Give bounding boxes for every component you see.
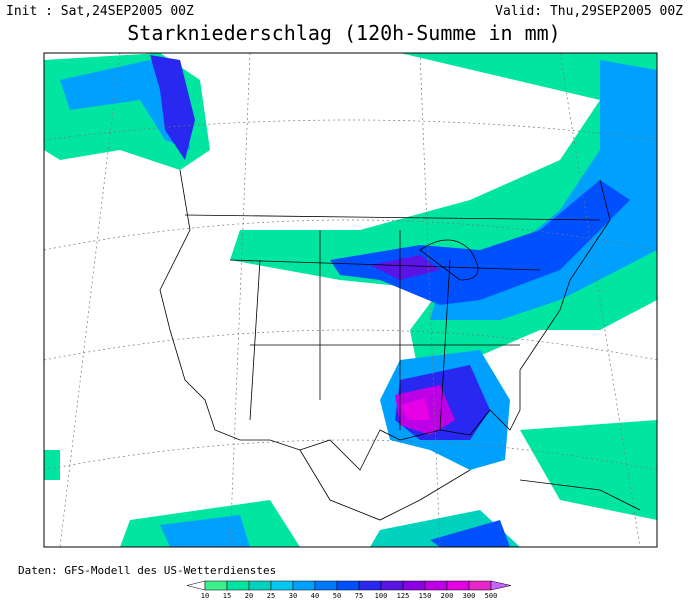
- legend-label: 150: [419, 592, 432, 600]
- legend-label: 500: [485, 592, 498, 600]
- legend-label: 15: [223, 592, 231, 600]
- init-time: Init : Sat,24SEP2005 00Z: [6, 4, 194, 19]
- legend-swatch: [336, 580, 360, 591]
- legend-label: 30: [289, 592, 297, 600]
- legend-label: 25: [267, 592, 275, 600]
- legend-label: 300: [463, 592, 476, 600]
- legend-label: 200: [441, 592, 454, 600]
- precipitation: [44, 53, 657, 547]
- legend-swatch: [402, 580, 426, 591]
- legend-swatch: [226, 580, 250, 591]
- legend-label: 20: [245, 592, 253, 600]
- footer: Daten: GFS-Modell des US-Wetterdienstes: [18, 564, 276, 577]
- legend-end: [490, 580, 512, 591]
- title: Starkniederschlag (120h-Summe in mm): [127, 21, 560, 45]
- coastlines: [159, 169, 641, 521]
- legend-swatch: [204, 580, 228, 591]
- legend-swatch: [424, 580, 448, 591]
- map-frame: [43, 52, 658, 548]
- legend-start: [186, 580, 206, 591]
- legend-swatch: [468, 580, 492, 591]
- legend-swatch: [314, 580, 338, 591]
- legend: 10 15 20 25 30 40 50 75 100 125 150 200 300 500: [186, 580, 512, 600]
- legend-swatch: [270, 580, 294, 591]
- legend-label: 100: [375, 592, 388, 600]
- legend-label: 125: [397, 592, 410, 600]
- legend-swatch: [380, 580, 404, 591]
- legend-label: 75: [355, 592, 363, 600]
- map: [43, 52, 658, 548]
- legend-label: 40: [311, 592, 319, 600]
- legend-swatch: [358, 580, 382, 591]
- valid-time: Valid: Thu,29SEP2005 00Z: [495, 4, 683, 19]
- legend-label: 50: [333, 592, 341, 600]
- legend-label: 10: [201, 592, 209, 600]
- legend-swatch: [248, 580, 272, 591]
- graticule: [44, 53, 657, 547]
- legend-swatch: [292, 580, 316, 591]
- legend-swatch: [446, 580, 470, 591]
